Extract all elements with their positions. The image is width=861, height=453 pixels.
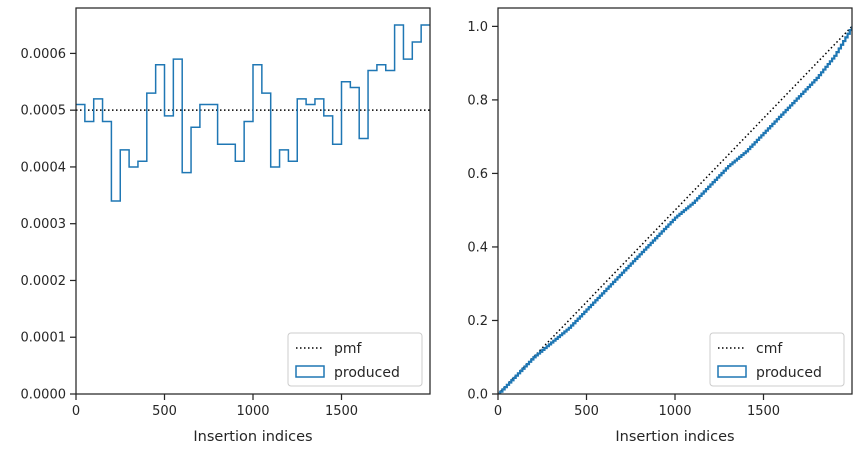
legend-swatch-produced — [295, 365, 325, 378]
series-produced-line — [76, 24, 430, 202]
x-tick-label: 1000 — [236, 404, 269, 419]
y-tick-label: 0.4 — [467, 240, 488, 255]
legend-label-cmf: cmf — [756, 341, 783, 357]
legend-label-produced: produced — [334, 365, 400, 381]
legend-box — [709, 332, 845, 387]
x-tick-label: 0 — [72, 404, 80, 419]
panel-2: 0 500 1000 1500 0.0 0.2 0.4 0.6 0.8 1.0 Insertion … — [467, 7, 853, 445]
x-axis-label: Insertion indices — [193, 429, 312, 445]
y-tick-label: 0.0003 — [21, 217, 67, 232]
y-tick-label: 1.0 — [467, 20, 488, 35]
y-tick-label: 0.0001 — [21, 331, 67, 346]
y-tick-label: 0.8 — [467, 93, 488, 108]
plot-area — [498, 25, 852, 394]
plot-area — [76, 24, 430, 202]
series-produced-line — [498, 26, 852, 394]
y-tick-label: 0.0005 — [21, 104, 67, 119]
x-axis-label: Insertion indices — [615, 429, 734, 445]
legend-swatch-produced — [717, 365, 747, 378]
y-tick-label: 0.6 — [467, 167, 488, 182]
x-tick-label: 500 — [574, 404, 599, 419]
y-tick-label: 0.2 — [467, 314, 488, 329]
x-tick-label: 1500 — [747, 404, 780, 419]
x-tick-label: 1000 — [658, 404, 691, 419]
x-tick-label: 500 — [152, 404, 177, 419]
x-tick-label: 0 — [494, 404, 502, 419]
y-tick-label: 0.0006 — [21, 47, 67, 62]
x-tick-label: 1500 — [325, 404, 358, 419]
panel-1: 0 500 1000 1500 0.0000 0.0001 0.0002 0.0003 0.00… — [21, 7, 431, 445]
legend: cmf produced — [709, 332, 845, 387]
legend-label-pmf: pmf — [334, 341, 363, 357]
y-tick-label: 0.0000 — [21, 388, 67, 403]
y-tick-label: 0.0 — [467, 388, 488, 403]
y-tick-label: 0.0004 — [21, 160, 67, 175]
series-cmf-line — [498, 25, 852, 394]
y-tick-label: 0.0002 — [21, 274, 67, 289]
legend-label-produced: produced — [756, 365, 822, 381]
legend: pmf produced — [287, 332, 423, 387]
legend-box — [287, 332, 423, 387]
